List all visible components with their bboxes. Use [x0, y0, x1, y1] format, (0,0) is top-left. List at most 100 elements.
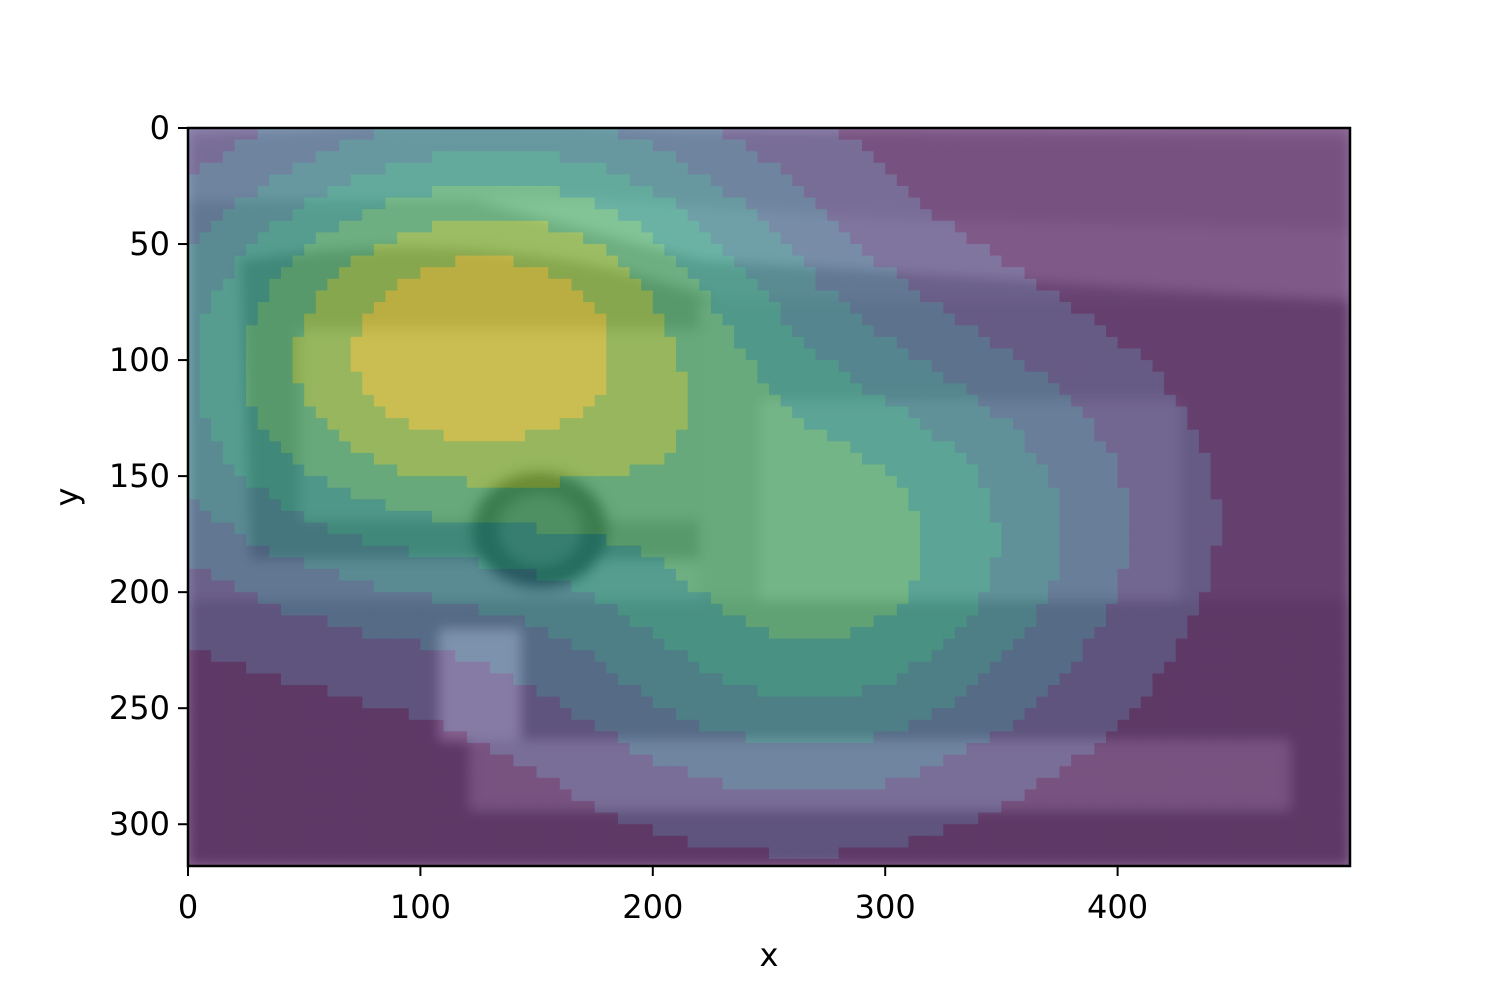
density-cell [222, 650, 236, 663]
density-cell [978, 244, 991, 257]
density-cell [211, 476, 224, 489]
density-cell [617, 371, 631, 384]
density-cell [548, 487, 561, 500]
density-cell [978, 580, 991, 593]
density-cell [188, 325, 201, 338]
density-cell [420, 383, 433, 396]
density-cell [757, 313, 770, 326]
density-cell [373, 801, 387, 814]
density-cell [385, 580, 398, 593]
density-cell [838, 545, 851, 558]
density-cell [443, 464, 456, 477]
density-cell [710, 522, 724, 535]
density-cell [292, 766, 305, 779]
density-cell [745, 743, 758, 756]
density-cell [269, 290, 282, 303]
density-cell [815, 661, 828, 674]
density-cell [350, 696, 363, 709]
density-cell [304, 754, 317, 767]
density-cell [490, 859, 503, 866]
density-cell [792, 557, 805, 570]
density-cell [734, 139, 747, 152]
density-cell [281, 592, 294, 605]
density-cell [397, 731, 410, 744]
density-cell [188, 847, 201, 860]
density-cell [815, 801, 828, 814]
density-cell [780, 557, 793, 570]
density-cell [385, 290, 398, 303]
density-cell [292, 580, 305, 593]
density-cell [304, 371, 317, 384]
density-cell [1047, 824, 1061, 837]
density-cell [978, 406, 991, 419]
density-cell [292, 406, 305, 419]
density-cell [339, 128, 352, 141]
density-cell [1059, 545, 1072, 558]
density-cell [420, 719, 433, 732]
density-cell [827, 313, 840, 326]
density-cell [792, 255, 805, 268]
density-cell [757, 278, 770, 291]
density-cell [559, 545, 572, 558]
density-cell [408, 452, 421, 466]
density-cell [896, 661, 909, 674]
density-cell [1013, 302, 1026, 315]
density-cell [501, 812, 514, 825]
density-cell [710, 313, 724, 326]
density-cell [478, 859, 491, 866]
density-cell [617, 685, 631, 698]
density-cell [525, 302, 538, 315]
density-cell [815, 371, 828, 384]
density-cell [536, 418, 549, 431]
density-cell [466, 244, 480, 257]
density-cell [780, 406, 793, 419]
density-cell [687, 719, 700, 732]
density-cell [885, 499, 898, 512]
density-cell [350, 255, 363, 268]
density-cell [757, 534, 770, 547]
density-cell [525, 313, 538, 326]
density-cell [769, 627, 782, 640]
density-cell [920, 220, 933, 233]
density-cell [954, 673, 968, 686]
density-cell [734, 290, 747, 303]
density-cell [792, 476, 805, 489]
density-cell [432, 499, 445, 512]
density-cell [211, 835, 224, 848]
density-cell [896, 186, 909, 199]
density-cell [734, 174, 747, 187]
density-cell [815, 812, 828, 825]
density-cell [269, 754, 282, 767]
density-cell [513, 812, 526, 825]
density-cell [803, 603, 817, 616]
density-cell [269, 209, 282, 222]
density-cell [246, 534, 259, 547]
density-cell [920, 128, 933, 141]
density-cell [188, 151, 201, 164]
density-cell [211, 441, 224, 454]
density-cell [664, 638, 677, 651]
density-cell [1071, 441, 1084, 454]
density-cell [908, 151, 921, 164]
density-cell [385, 267, 398, 280]
density-cell [490, 244, 503, 257]
density-cell [362, 824, 375, 837]
density-cell [246, 661, 259, 674]
density-cell [559, 859, 572, 866]
density-cell [234, 209, 247, 222]
density-cell [420, 464, 433, 477]
density-cell [315, 406, 328, 419]
density-cell [1071, 418, 1084, 431]
density-cell [583, 348, 596, 361]
density-cell [315, 476, 328, 489]
density-cell [234, 603, 247, 616]
density-cell [943, 464, 956, 477]
density-cell [385, 510, 398, 524]
density-cell [1047, 174, 1061, 187]
density-cell [594, 661, 607, 674]
density-cell [315, 510, 328, 524]
density-cell [676, 313, 689, 326]
density-cell [362, 313, 375, 326]
density-cell [606, 313, 619, 326]
density-cell [792, 162, 805, 175]
